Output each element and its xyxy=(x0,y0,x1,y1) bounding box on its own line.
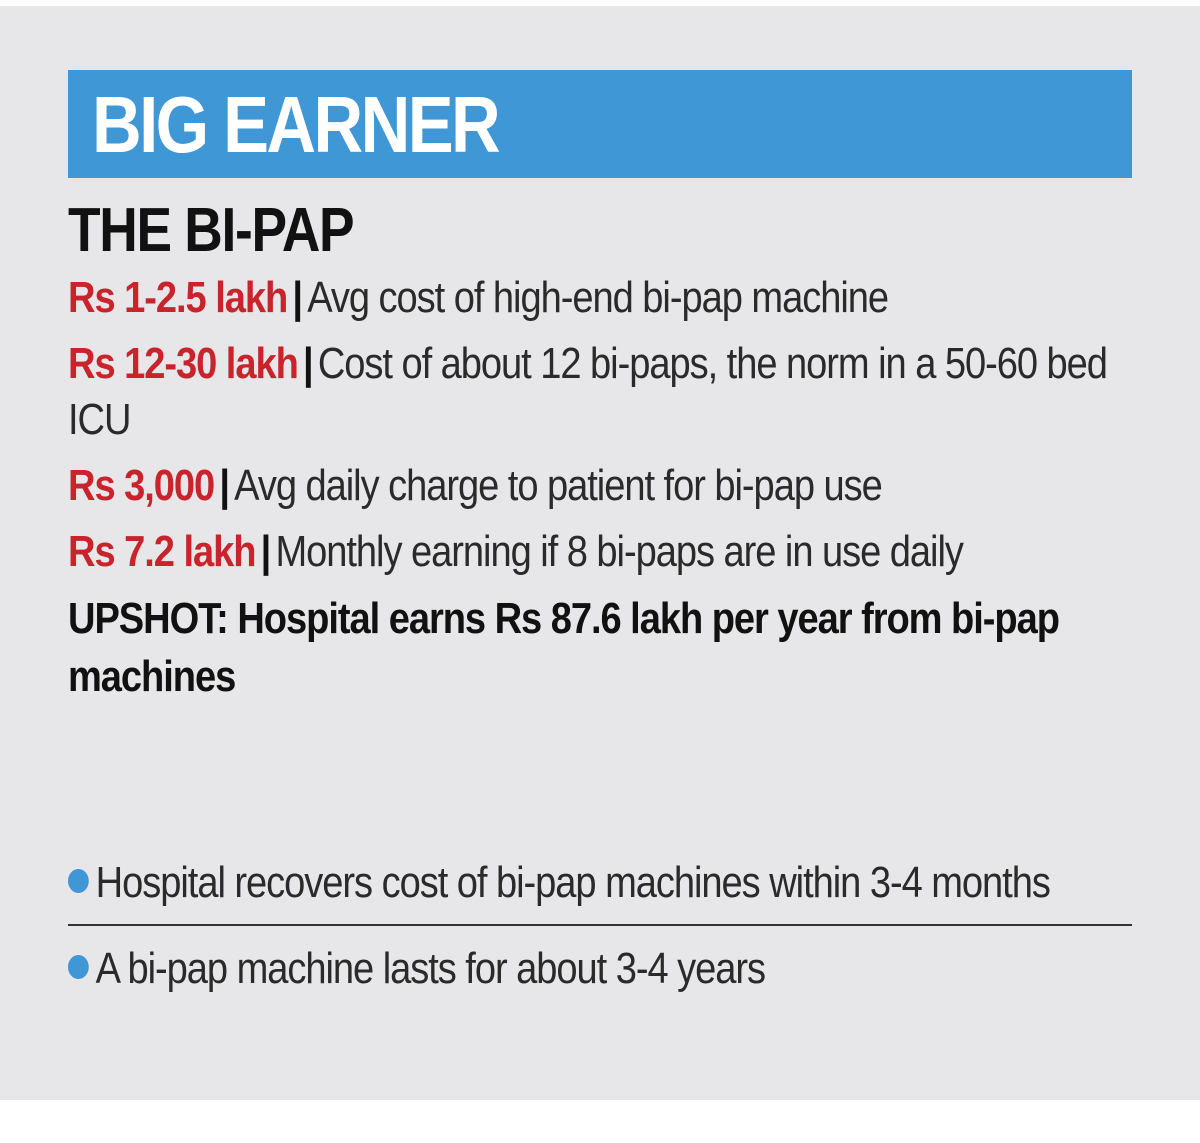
fact-text: Cost of about 12 bi-paps, the norm in a … xyxy=(68,339,1108,444)
bullet-dot-icon xyxy=(68,869,89,893)
fact-separator: | xyxy=(260,527,272,576)
bullet-text: A bi-pap machine lasts for about 3-4 yea… xyxy=(95,944,766,993)
fact-amount: Rs 3,000 xyxy=(68,461,215,510)
bullet-item: A bi-pap machine lasts for about 3-4 yea… xyxy=(68,940,1132,998)
fact-item: Rs 3,000 | Avg daily charge to patient for… xyxy=(68,458,1132,514)
fact-text: Monthly earning if 8 bi-paps are in use … xyxy=(275,527,963,576)
divider xyxy=(68,924,1132,926)
subhead: THE BI-PAP xyxy=(68,196,355,265)
title-banner: BIG EARNER xyxy=(68,70,1132,178)
bullet-item: Hospital recovers cost of bi-pap machine… xyxy=(68,854,1132,912)
fact-separator: | xyxy=(292,273,303,322)
fact-amount: Rs 1-2.5 lakh xyxy=(68,273,288,322)
fact-amount: Rs 12-30 lakh xyxy=(68,339,299,388)
bullet-text: Hospital recovers cost of bi-pap machine… xyxy=(95,858,1051,907)
fact-text: Avg daily charge to patient for bi-pap u… xyxy=(234,461,883,510)
banner-title: BIG EARNER xyxy=(92,80,501,169)
content-area: THE BI-PAP Rs 1-2.5 lakh | Avg cost of hig… xyxy=(68,196,1132,706)
fact-amount: Rs 7.2 lakh xyxy=(68,527,256,576)
bullet-dot-icon xyxy=(68,955,89,979)
fact-item: Rs 1-2.5 lakh | Avg cost of high-end bi-pa… xyxy=(68,270,1132,326)
infographic-card: BIG EARNER THE BI-PAP Rs 1-2.5 lakh | Avg … xyxy=(0,6,1200,1100)
fact-separator: | xyxy=(219,461,230,510)
fact-item: Rs 12-30 lakh | Cost of about 12 bi-paps, … xyxy=(68,336,1132,448)
upshot: UPSHOT: Hospital earns Rs 87.6 lakh per … xyxy=(68,594,1060,701)
bullet-list: Hospital recovers cost of bi-pap machine… xyxy=(68,854,1132,998)
fact-separator: | xyxy=(303,339,314,388)
fact-item: Rs 7.2 lakh | Monthly earning if 8 bi-paps… xyxy=(68,524,1132,580)
fact-text: Avg cost of high-end bi-pap machine xyxy=(307,273,889,322)
